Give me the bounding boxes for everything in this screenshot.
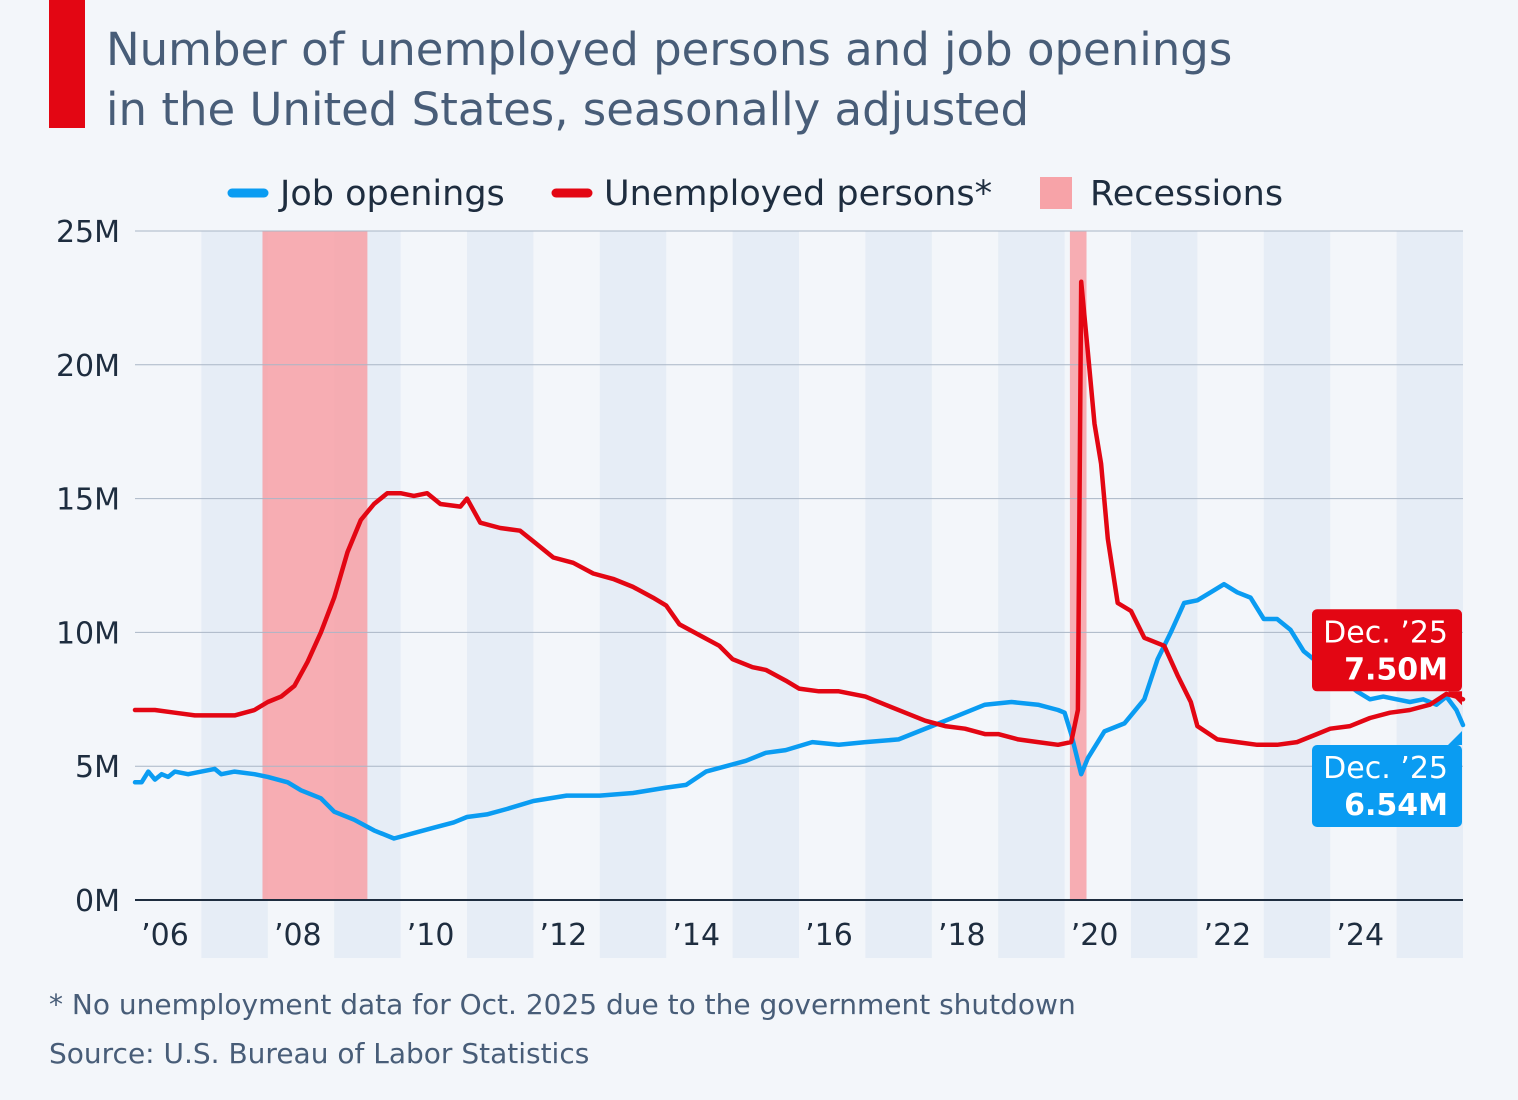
x-tick-label: ’22: [1204, 918, 1252, 953]
y-tick-label: 0M: [75, 884, 120, 919]
legend-label: Recessions: [1090, 174, 1283, 214]
legend: Job openings Unemployed persons* Recession…: [227, 174, 1283, 214]
x-tick-label: ’06: [141, 918, 189, 953]
callout-value: 6.54M: [1344, 788, 1448, 823]
year-band: [1396, 231, 1463, 958]
year-bands: [201, 231, 1463, 958]
legend-label: Unemployed persons*: [604, 174, 992, 214]
x-tick-label: ’20: [1071, 918, 1119, 953]
subtitle-line-2: in the United States, seasonally adjuste…: [106, 83, 1030, 136]
y-tick-label: 20M: [56, 349, 120, 384]
year-band: [599, 231, 667, 958]
series-lines: [132, 279, 1466, 841]
year-band: [467, 231, 534, 958]
line-chart: 0M 5M 10M 15M 20M 25M ’06 ’08 ’10 ’12 ’14 ’16 ’18 ’2…: [56, 174, 1466, 958]
footnote: * No unemployment data for Oct. 2025 due…: [49, 988, 1076, 1021]
y-tick-label: 15M: [56, 483, 120, 518]
callout-pointer: [1448, 691, 1462, 706]
legend-label: Job openings: [278, 174, 505, 214]
chart-subtitle: Number of unemployed persons and job ope…: [106, 20, 1406, 140]
y-tick-label: 25M: [56, 215, 120, 250]
source-note: Source: U.S. Bureau of Labor Statistics: [49, 1037, 590, 1070]
callout-box: [1312, 609, 1462, 692]
x-tick-label: ’14: [672, 918, 720, 953]
recession-shading: [262, 231, 1087, 900]
grid-lines: [135, 230, 1463, 901]
callout-date: Dec. ’25: [1323, 751, 1448, 786]
legend-item: Recessions: [1040, 174, 1283, 214]
unemployed-callout: Dec. ’257.50M: [1312, 609, 1462, 706]
x-tick-label: ’08: [274, 918, 322, 953]
subtitle-line-1: Number of unemployed persons and job ope…: [106, 23, 1233, 76]
year-band: [201, 231, 268, 958]
legend-swatch: [1040, 177, 1072, 209]
x-tick-label: ’12: [540, 918, 588, 953]
callout-box: [1312, 744, 1462, 827]
job-openings-line: [132, 581, 1466, 841]
year-band: [732, 231, 799, 958]
accent-bar: [49, 0, 85, 128]
year-band: [865, 231, 932, 958]
x-axis-ticks: ’06 ’08 ’10 ’12 ’14 ’16 ’18 ’20 ’22 ’24: [141, 918, 1384, 953]
callout-value: 7.50M: [1344, 652, 1448, 687]
x-tick-label: ’10: [407, 918, 455, 953]
legend-item: Unemployed persons*: [551, 174, 992, 214]
job-openings-callout: Dec. ’256.54M: [1312, 730, 1462, 827]
legend-item: Job openings: [227, 174, 505, 214]
y-tick-label: 5M: [75, 750, 120, 785]
recession-band: [262, 231, 368, 900]
callout-pointer: [1448, 730, 1462, 745]
y-axis-ticks: 0M 5M 10M 15M 20M 25M: [56, 215, 120, 919]
x-tick-label: ’24: [1336, 918, 1384, 953]
unemployed-persons-line: [132, 279, 1466, 748]
y-tick-label: 10M: [56, 616, 120, 651]
x-tick-label: ’16: [805, 918, 853, 953]
x-tick-label: ’18: [938, 918, 986, 953]
year-band: [998, 231, 1065, 958]
year-band: [1263, 231, 1331, 958]
year-band: [1131, 231, 1198, 958]
callout-date: Dec. ’25: [1323, 615, 1448, 650]
